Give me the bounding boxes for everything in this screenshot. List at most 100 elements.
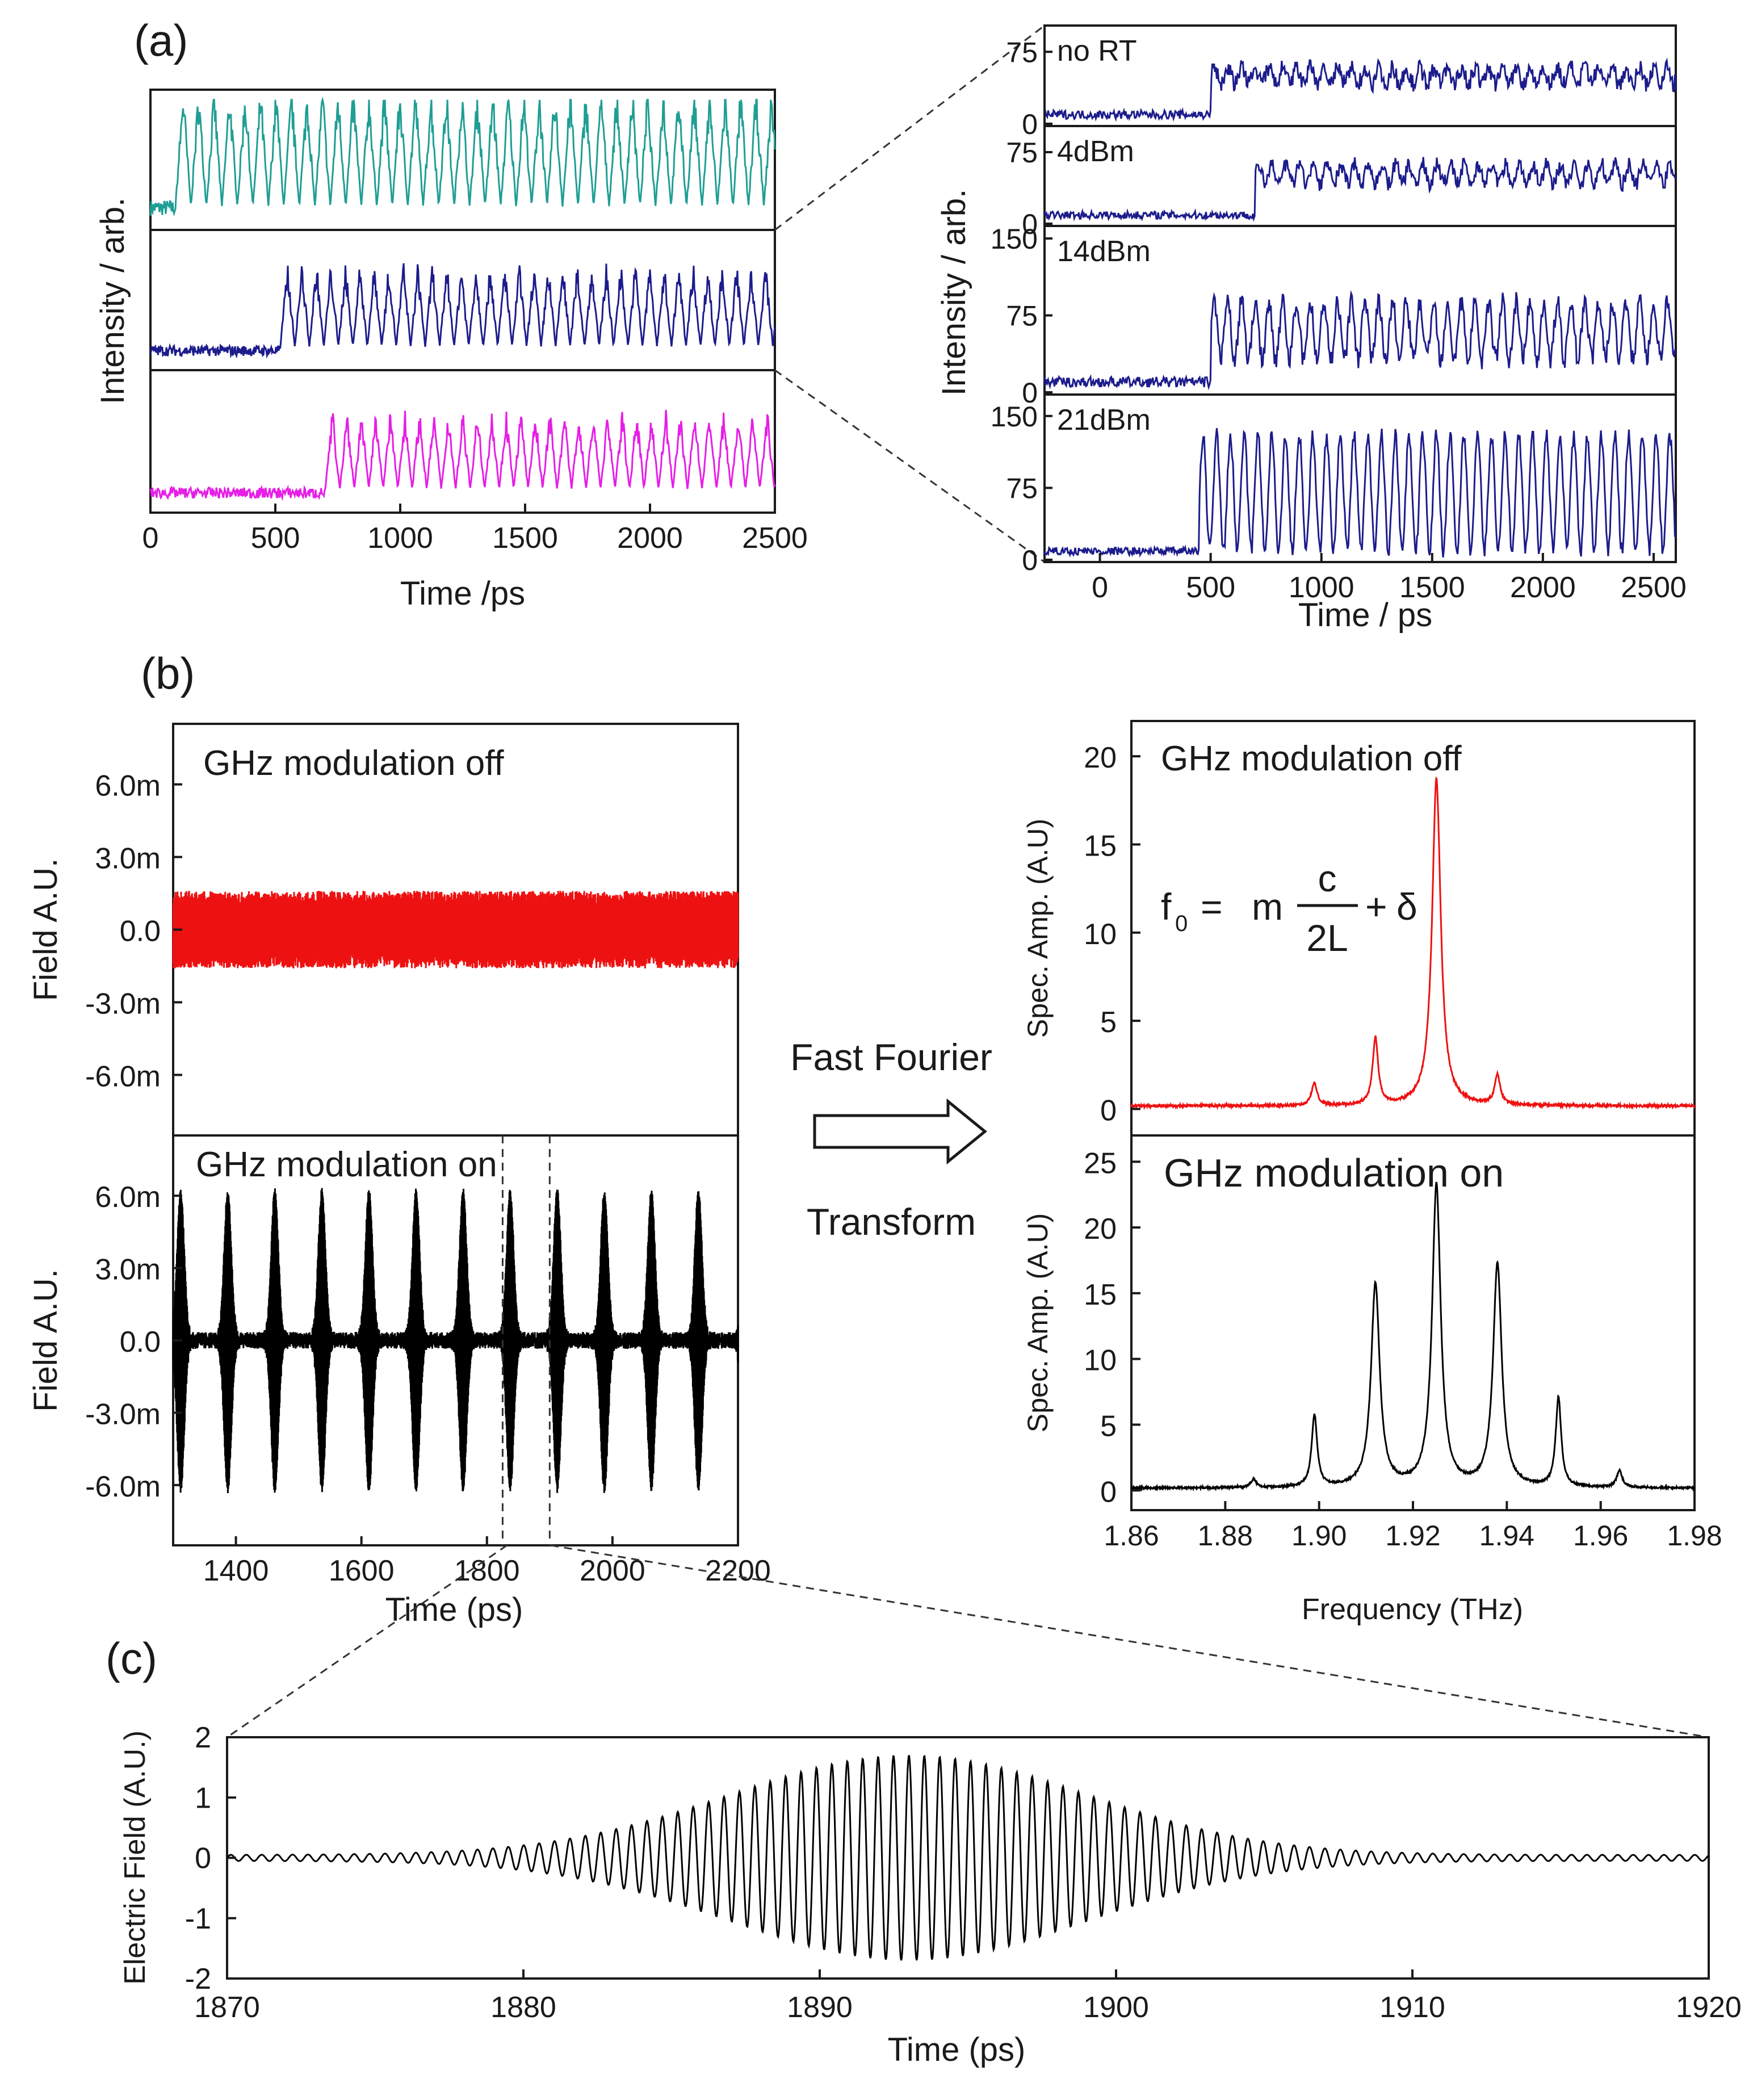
a-right-xtick-label: 0 bbox=[1092, 571, 1108, 604]
c-xtick-label: 1890 bbox=[787, 1991, 853, 2024]
b-right-series-line bbox=[1130, 776, 1696, 1110]
b-right-ytick-label: 25 bbox=[1084, 1147, 1117, 1180]
b-right-panel-title: GHz modulation on bbox=[1164, 1151, 1504, 1195]
a-right-xtick-label: 2500 bbox=[1621, 571, 1687, 604]
a-right-series-line bbox=[1043, 428, 1677, 558]
a-right-x-ticks: 0 500 1000 1500 2000 2500 bbox=[1092, 553, 1687, 604]
formula-m: m bbox=[1252, 886, 1283, 928]
a-left-x-ticks: 0 500 1000 1500 2000 2500 bbox=[142, 504, 808, 555]
b-right-x-ticks: 1.86 1.88 1.90 1.92 1.94 1.96 1.98 bbox=[1104, 1501, 1722, 1552]
b-right-ytick-label: 15 bbox=[1084, 829, 1117, 862]
b-right-ytick-label: 20 bbox=[1084, 1213, 1117, 1246]
a-left-xtick-label: 2500 bbox=[742, 522, 808, 555]
b-right-ytick-label: 10 bbox=[1084, 918, 1117, 951]
a-left-xtick-label: 2000 bbox=[617, 522, 683, 555]
c-xlabel: Time (ps) bbox=[888, 2031, 1026, 2068]
a-right-series-label: 14dBm bbox=[1057, 235, 1151, 268]
b-right-xtick-label: 1.92 bbox=[1385, 1520, 1440, 1552]
a-right-series-label: 4dBm bbox=[1057, 135, 1134, 168]
fft-arrow-group: Fast Fourier Transform bbox=[790, 1036, 992, 1243]
a-right-xtick-label: 1500 bbox=[1399, 571, 1465, 604]
a-right-ytick-label: 150 bbox=[991, 401, 1038, 433]
chart-b-right: GHz modulation off 0 5 10 15 20 Spec. Amp. (A.… bbox=[1022, 720, 1722, 1626]
b-right-ylabel: Spec. Amp. (A.U) bbox=[1022, 1213, 1054, 1432]
c-xtick-label: 1900 bbox=[1083, 1991, 1149, 2024]
b-left-xtick-label: 1800 bbox=[454, 1554, 520, 1587]
a-left-frame bbox=[149, 89, 776, 514]
b-left-ytick-label: 0.0 bbox=[120, 1326, 161, 1359]
formula: f 0 = m c 2L + δ bbox=[1161, 857, 1418, 959]
c-ytick-label: -1 bbox=[185, 1902, 211, 1935]
b-left-ylabel: Field A.U. bbox=[27, 858, 64, 1001]
b-right-panel-title: GHz modulation off bbox=[1161, 739, 1462, 778]
b-left-series-line bbox=[172, 891, 739, 969]
a-right-ylabel: Intensity / arb. bbox=[936, 189, 972, 396]
b-right-xtick-label: 1.96 bbox=[1573, 1520, 1628, 1552]
b-left-ytick-label: -3.0m bbox=[85, 1398, 161, 1431]
b-right-xtick-label: 1.90 bbox=[1291, 1520, 1347, 1552]
a-right-ytick-label: 0 bbox=[1022, 544, 1038, 576]
fft-arrow-icon bbox=[813, 1098, 987, 1165]
b-left-ytick-label: -6.0m bbox=[85, 1470, 161, 1503]
a-right-ytick-label: 75 bbox=[1006, 300, 1038, 332]
a-left-xtick-label: 0 bbox=[142, 522, 159, 555]
c-zoom-line-right bbox=[550, 1544, 1709, 1738]
a-left-ylabel: Intensity / arb. bbox=[94, 198, 131, 404]
c-ytick-label: 0 bbox=[195, 1842, 211, 1875]
a-right-ytick-label: 75 bbox=[1006, 36, 1038, 68]
c-zoom-line-left bbox=[227, 1544, 508, 1738]
panel-label-b: (b) bbox=[141, 648, 195, 698]
b-right-ytick-label: 20 bbox=[1084, 741, 1117, 774]
a-right-series-line bbox=[1044, 57, 1677, 122]
formula-denominator: 2L bbox=[1306, 917, 1348, 959]
a-right-xtick-label: 2000 bbox=[1510, 571, 1576, 604]
a-right-ytick-label: 0 bbox=[1022, 377, 1038, 409]
chart-c: 1870 1880 1890 1900 1910 1920 2 1 0 -1 -2 Electric… bbox=[119, 1721, 1742, 2068]
b-right-xtick-label: 1.94 bbox=[1479, 1520, 1534, 1552]
b-right-xlabel: Frequency (THz) bbox=[1302, 1593, 1523, 1626]
formula-f: f bbox=[1161, 886, 1172, 928]
b-left-xtick-label: 1400 bbox=[203, 1554, 269, 1587]
b-right-xtick-label: 1.98 bbox=[1667, 1520, 1722, 1552]
a-right-series-label: no RT bbox=[1057, 35, 1137, 68]
c-xtick-label: 1870 bbox=[194, 1991, 260, 2024]
fft-text-line2: Transform bbox=[807, 1201, 976, 1243]
a-right-series-line bbox=[1043, 157, 1677, 222]
a-right-xlabel: Time / ps bbox=[1298, 597, 1432, 634]
b-left-xtick-label: 2200 bbox=[705, 1554, 771, 1587]
formula-numerator: c bbox=[1318, 857, 1337, 899]
c-frame bbox=[226, 1736, 1710, 1980]
b-left-panels: GHz modulation off 6.0m 3.0m 0.0 -3.0m -6.0m F… bbox=[27, 723, 739, 1546]
a-zoom-line-top bbox=[774, 24, 1045, 231]
b-left-ylabel: Field A.U. bbox=[27, 1269, 64, 1411]
a-left-series-middle-line bbox=[149, 263, 776, 359]
b-left-ytick-label: -6.0m bbox=[85, 1060, 161, 1093]
a-left-xlabel: Time /ps bbox=[400, 575, 525, 612]
c-xtick-label: 1910 bbox=[1379, 1991, 1445, 2024]
b-left-ytick-label: -3.0m bbox=[85, 987, 161, 1020]
a-right-ytick-label: 150 bbox=[991, 223, 1038, 255]
fft-text-line1: Fast Fourier bbox=[790, 1036, 992, 1078]
a-right-series-line bbox=[1043, 290, 1676, 391]
b-right-xtick-label: 1.86 bbox=[1104, 1520, 1159, 1552]
b-right-ylabel: Spec. Amp. (A.U) bbox=[1022, 819, 1054, 1038]
c-xtick-label: 1880 bbox=[490, 1991, 556, 2024]
b-right-panels: GHz modulation off 0 5 10 15 20 Spec. Amp. (A.… bbox=[1022, 720, 1696, 1511]
a-left-series-bottom-line bbox=[149, 409, 776, 501]
b-right-series-line bbox=[1130, 1181, 1696, 1492]
b-left-xlabel: Time (ps) bbox=[385, 1591, 523, 1628]
formula-sub: 0 bbox=[1175, 911, 1188, 936]
b-left-series-line bbox=[172, 1188, 739, 1494]
c-ticks: 1870 1880 1890 1900 1910 1920 2 1 0 -1 -2 bbox=[185, 1721, 1742, 2024]
a-right-xtick-label: 1000 bbox=[1289, 571, 1354, 604]
b-right-ytick-label: 15 bbox=[1084, 1279, 1117, 1311]
a-right-ytick-label: 0 bbox=[1022, 108, 1038, 140]
b-right-ytick-label: 10 bbox=[1084, 1344, 1117, 1377]
formula-plus: + bbox=[1365, 886, 1387, 928]
b-right-ytick-label: 0 bbox=[1100, 1094, 1117, 1127]
chart-a-left: 0 500 1000 1500 2000 2500 Intensity / arb. Ti… bbox=[94, 89, 808, 612]
a-left-xtick-label: 1500 bbox=[492, 522, 558, 555]
c-ytick-label: 1 bbox=[195, 1782, 211, 1814]
